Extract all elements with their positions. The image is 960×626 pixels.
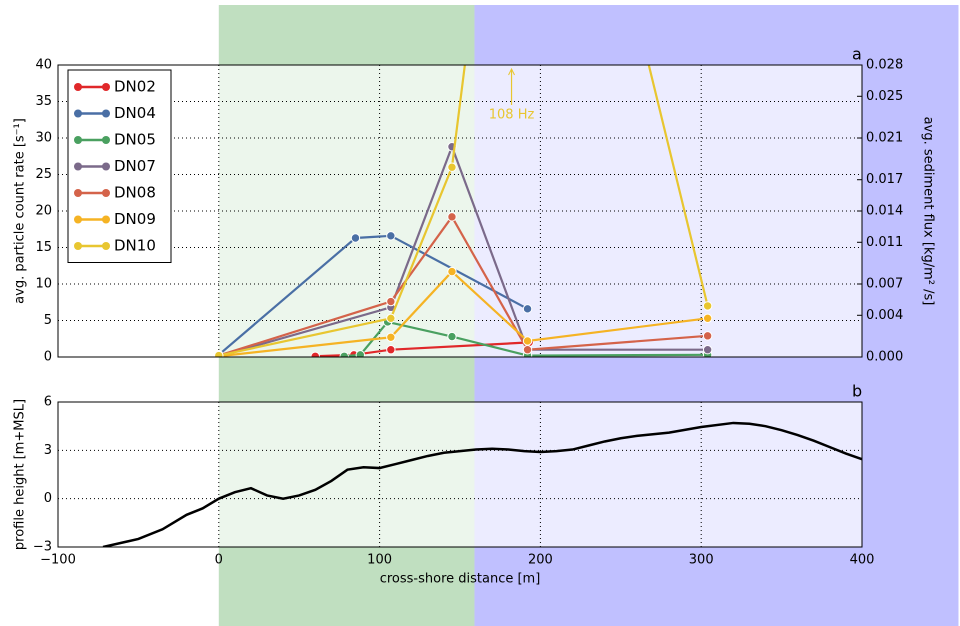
x-axis-label: cross-shore distance [m] — [380, 572, 541, 587]
series-line — [315, 341, 530, 357]
y2-tick-label: 0.000 — [866, 350, 903, 365]
legend-label: DN02 — [114, 78, 156, 96]
data-point — [522, 304, 533, 314]
y-tick-label: 30 — [35, 131, 52, 146]
y2-tick-label: 0.004 — [866, 308, 903, 323]
y-tick-label: 40 — [35, 58, 52, 73]
y-tick-label: 35 — [35, 94, 52, 109]
legend-label: DN08 — [114, 184, 156, 202]
y-axis-label: avg. particle count rate [s⁻¹] — [13, 118, 28, 304]
data-point — [702, 301, 713, 311]
legend-label: DN04 — [114, 104, 156, 122]
x-tick-label: 300 — [689, 553, 714, 568]
annotation-arrowhead — [508, 67, 515, 76]
legend-marker — [74, 83, 82, 91]
data-point — [355, 350, 366, 357]
annotation: 108 Hz — [489, 108, 535, 123]
panel-label: b — [852, 382, 862, 401]
y-tick-label: 25 — [35, 167, 52, 182]
x-tick-label: 400 — [850, 553, 875, 568]
legend-marker — [102, 242, 110, 250]
y2-tick-label: 0.021 — [866, 131, 903, 146]
series-group — [102, 421, 862, 547]
data-point — [447, 331, 457, 342]
plot-area — [58, 402, 862, 547]
plot-frame — [57, 64, 863, 358]
legend-marker — [102, 136, 110, 144]
y-tick-label: −3 — [33, 540, 52, 555]
data-point — [447, 212, 457, 222]
legend-label: DN05 — [114, 131, 156, 149]
series-group — [214, 65, 713, 357]
legend-label: DN07 — [114, 157, 156, 175]
legend-marker — [102, 162, 110, 171]
data-point — [702, 331, 713, 341]
legend-marker — [74, 242, 82, 250]
legend-marker — [102, 189, 110, 197]
data-point — [310, 351, 320, 357]
legend-marker — [102, 109, 110, 118]
y-tick-label: 0 — [44, 491, 52, 506]
y2-tick-label: 0.011 — [866, 235, 903, 250]
y-tick-label: 20 — [35, 204, 52, 219]
y-tick-label: 6 — [44, 395, 52, 410]
data-point — [522, 336, 533, 346]
data-point — [702, 313, 713, 324]
data-point — [447, 162, 457, 172]
y-tick-label: 10 — [35, 277, 52, 292]
legend-marker — [74, 162, 82, 171]
x-tick-label: 200 — [528, 553, 553, 568]
plot-frame — [57, 401, 863, 548]
legend-marker — [74, 136, 82, 144]
y-tick-label: 0 — [44, 350, 52, 365]
x-tick-label: −100 — [40, 553, 76, 568]
plot-area — [58, 65, 862, 357]
data-point — [350, 233, 361, 243]
data-point — [447, 266, 457, 277]
y2-tick-label: 0.014 — [866, 204, 903, 219]
legend-marker — [102, 215, 110, 224]
data-point — [386, 345, 396, 355]
series-line — [218, 234, 529, 356]
legend-marker — [74, 109, 82, 118]
x-tick-label: 100 — [367, 553, 392, 568]
series-line — [102, 421, 862, 547]
y-tick-label: 15 — [35, 240, 52, 255]
x-tick-label: 0 — [215, 553, 223, 568]
y2-tick-label: 0.025 — [866, 89, 903, 104]
y-tick-label: 3 — [44, 443, 52, 458]
data-point — [386, 313, 396, 324]
y-axis-label: profile height [m+MSL] — [13, 399, 28, 550]
data-point — [702, 345, 713, 355]
data-point — [339, 351, 349, 357]
y2-axis-label: avg. sediment flux [kg/m² /s] — [921, 117, 936, 306]
legend-label: DN10 — [114, 237, 156, 255]
data-point — [386, 332, 396, 342]
legend-marker — [74, 189, 82, 197]
panel-label: a — [852, 45, 862, 64]
y2-tick-label: 0.017 — [866, 172, 903, 187]
legend-label: DN09 — [114, 210, 156, 228]
y-tick-label: 5 — [44, 313, 52, 328]
data-point — [522, 345, 533, 355]
y2-tick-label: 0.007 — [866, 277, 903, 292]
data-point — [214, 350, 224, 357]
data-point — [386, 296, 396, 307]
data-point — [386, 231, 396, 241]
legend-marker — [74, 215, 82, 224]
legend-marker — [102, 83, 110, 91]
y2-tick-label: 0.028 — [866, 58, 903, 73]
